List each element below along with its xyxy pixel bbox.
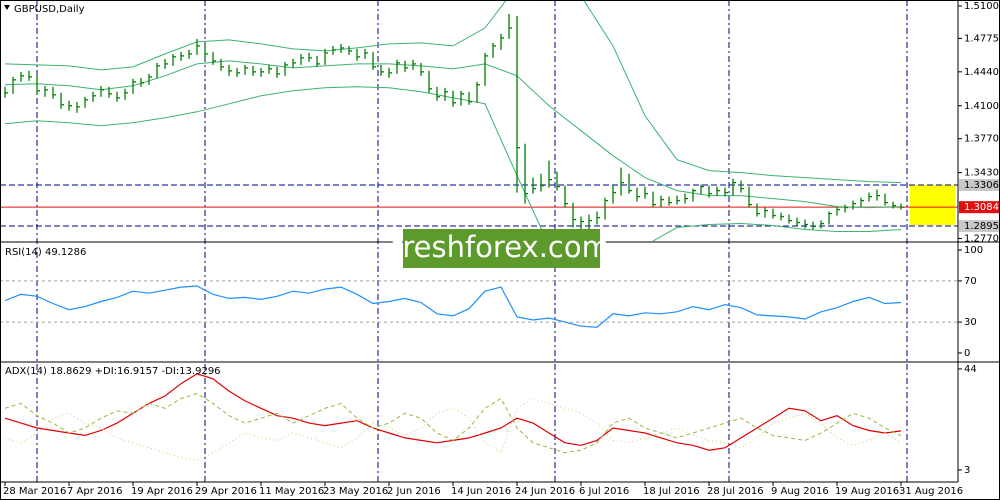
y-tick-label: 0 <box>964 348 970 359</box>
y-tick-label: 1.5100 <box>964 1 999 12</box>
rsi-title: RSI(14) 49.1286 <box>5 247 86 258</box>
level-label-box <box>959 201 999 214</box>
x-tick-label: 19 Apr 2016 <box>131 486 193 497</box>
y-tick-label: 1.3770 <box>964 134 999 145</box>
level-label-box <box>959 220 999 233</box>
x-tick-label: 23 May 2016 <box>323 486 388 497</box>
watermark: freshforex.com <box>392 230 610 264</box>
level-label: 1.3084 <box>964 202 999 213</box>
watermark-box <box>403 229 600 268</box>
indicator-line <box>4 393 902 454</box>
symbol-menu-icon[interactable] <box>4 5 10 10</box>
x-tick-label: 11 May 2016 <box>259 486 324 497</box>
x-tick-label: 9 Aug 2016 <box>771 486 829 497</box>
level-label: 1.3306 <box>964 180 999 191</box>
y-tick-label: 3 <box>964 465 970 476</box>
y-tick-label: 100 <box>964 245 983 256</box>
x-tick-label: 28 Mar 2016 <box>3 486 66 497</box>
x-tick-label: 28 Jul 2016 <box>707 486 764 497</box>
y-tick-label: 70 <box>964 276 977 287</box>
level-label-box <box>959 179 999 192</box>
x-tick-label: 2 Jun 2016 <box>387 486 441 497</box>
y-tick-label: 1.4100 <box>964 101 999 112</box>
adx-title: ADX(14) 18.8629 +DI:16.9157 -DI:13.9296 <box>5 366 221 377</box>
x-tick-label: 14 Jun 2016 <box>451 486 511 497</box>
x-tick-label: 19 Aug 2016 <box>835 486 899 497</box>
y-tick-label: 1.4440 <box>964 67 999 78</box>
y-tick-label: 1.2770 <box>964 234 999 245</box>
rsi-panel <box>0 280 958 328</box>
y-tick-label: 1.4775 <box>964 33 999 44</box>
y-tick-label: 30 <box>964 317 977 328</box>
bollinger-middle <box>4 60 902 209</box>
indicator-line <box>4 285 902 328</box>
price-panel <box>0 0 958 241</box>
highlight-box <box>910 185 955 225</box>
y-tick-label: 44 <box>964 364 977 375</box>
x-tick-label: 18 Jul 2016 <box>643 486 700 497</box>
y-tick-label: 1.3430 <box>964 168 999 179</box>
x-tick-label: 7 Apr 2016 <box>67 486 122 497</box>
x-tick-label: 31 Aug 2016 <box>899 486 963 497</box>
x-tick-label: 6 Jul 2016 <box>579 486 629 497</box>
bollinger-upper <box>4 0 902 184</box>
adx-panel <box>4 373 902 461</box>
x-tick-label: 29 Apr 2016 <box>195 486 257 497</box>
price-title: GBPUSD,Daily <box>14 4 85 15</box>
level-label: 1.2895 <box>964 221 999 232</box>
x-tick-label: 24 Jun 2016 <box>515 486 575 497</box>
